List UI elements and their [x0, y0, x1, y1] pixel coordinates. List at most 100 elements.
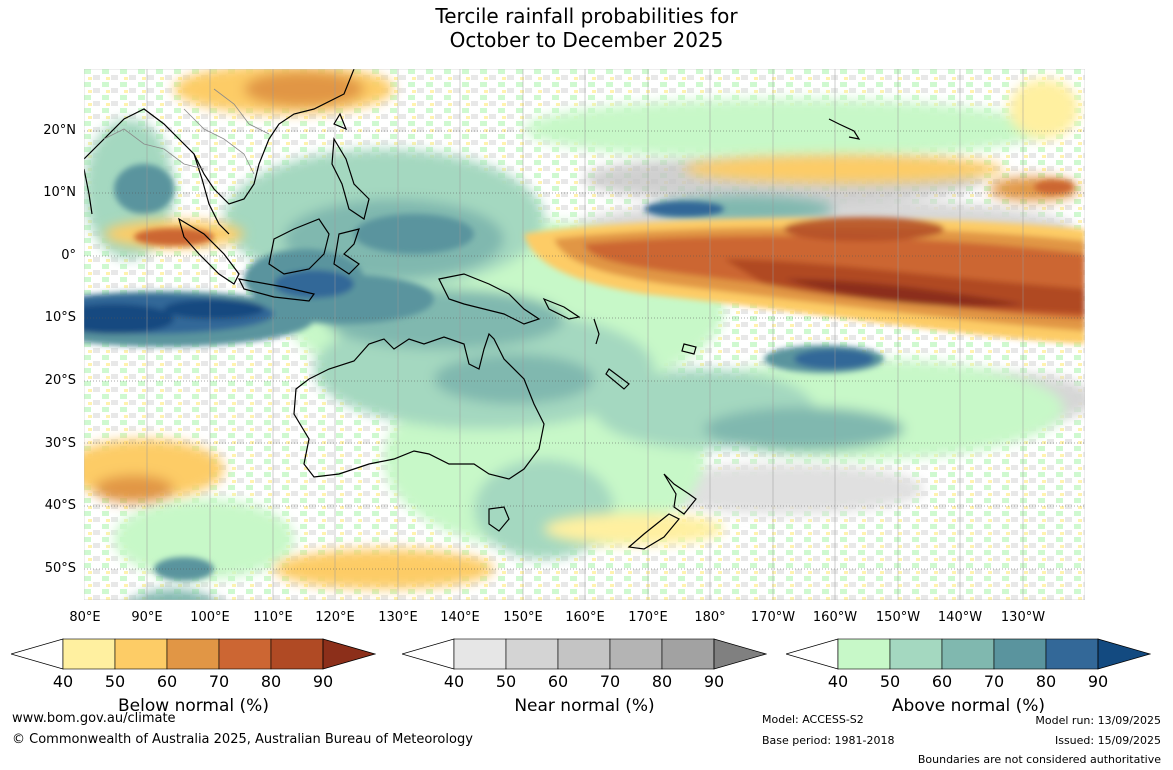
lon-label-130e: 130°E [378, 610, 418, 625]
above-normal-swatch-50 [889, 638, 943, 670]
above-normal-swatch-80 [1045, 638, 1099, 670]
graticule [84, 130, 1085, 570]
near-normal-swatch-40 [453, 638, 507, 670]
lat-label-40s: 40°S [44, 498, 76, 513]
below-normal-swatch-80 [270, 638, 324, 670]
above-normal-swatch-60 [941, 638, 995, 670]
below-normal-upper-extend [322, 638, 376, 670]
near-normal-tick-90: 90 [703, 672, 725, 691]
copyright-text: © Commonwealth of Australia 2025, Austra… [12, 732, 473, 747]
vanuatu-coastline [593, 318, 600, 345]
lon-label-90e: 90°E [131, 610, 163, 625]
below-normal-tick-70: 70 [208, 672, 230, 691]
country-borders [103, 88, 270, 175]
lon-label-170e: 170°E [628, 610, 668, 625]
lon-label-130w: 130°W [1000, 610, 1046, 625]
new-zealand-south-coastline [627, 513, 680, 550]
above-normal-core [84, 164, 884, 581]
website-text: www.bom.gov.au/climate [12, 711, 176, 726]
below-normal-tick-40: 40 [52, 672, 74, 691]
near-normal-upper-extend [713, 638, 767, 670]
lon-label-180: 180° [694, 610, 726, 625]
above-normal-tick-70: 70 [983, 672, 1005, 691]
se-asia-coastline [84, 69, 355, 205]
near-normal-tick-60: 60 [547, 672, 569, 691]
above-normal-swatch-40 [837, 638, 891, 670]
lat-label-50s: 50°S [44, 561, 76, 576]
near-normal-tick-70: 70 [599, 672, 621, 691]
new-zealand-north-coastline [663, 473, 697, 515]
model-run-text: Model run: 13/09/2025 [1035, 714, 1161, 727]
title-line-1: Tercile rainfall probabilities for [435, 4, 738, 28]
below-normal-tick-80: 80 [260, 672, 282, 691]
lon-label-150e: 150°E [503, 610, 543, 625]
near-normal-swatch-80 [661, 638, 715, 670]
lon-label-160e: 160°E [565, 610, 605, 625]
below-normal-lower-extend [11, 638, 64, 670]
tasmania-coastline [488, 506, 510, 532]
near-normal-swatch-60 [557, 638, 611, 670]
above-normal-upper-extend [1097, 638, 1151, 670]
java-coastline [237, 278, 316, 302]
rainfall-probability-map [84, 69, 1085, 600]
malay-peninsula-coastline [193, 153, 230, 235]
lat-label-0: 0° [61, 248, 76, 263]
new-guinea-coastline [438, 273, 541, 325]
lon-label-170w: 170°W [750, 610, 796, 625]
lon-label-160w: 160°W [812, 610, 858, 625]
below-normal-tick-90: 90 [312, 672, 334, 691]
lat-label-10n: 10°N [43, 185, 76, 200]
australia-coastline [293, 332, 545, 480]
lat-label-30s: 30°S [44, 436, 76, 451]
below-normal-swatch-50 [114, 638, 168, 670]
near-normal-colorbar [402, 638, 767, 670]
below-normal-tick-50: 50 [104, 672, 126, 691]
philippines-coastline [331, 137, 370, 220]
issued-text: Issued: 15/09/2025 [1054, 734, 1161, 747]
below-normal-colorbar [11, 638, 376, 670]
lon-label-140e: 140°E [440, 610, 480, 625]
above-normal-tick-60: 60 [931, 672, 953, 691]
india-coastline [84, 168, 93, 215]
disclaimer-text: Boundaries are not considered authoritat… [917, 753, 1161, 766]
near-normal-swatch-70 [609, 638, 663, 670]
lat-label-10s: 10°S [44, 310, 76, 325]
below-normal-legend-title: Below normal (%) [118, 696, 269, 716]
map-title: Tercile rainfall probabilities for Octob… [0, 4, 1173, 52]
below-normal-tick-60: 60 [156, 672, 178, 691]
lon-label-150w: 150°W [875, 610, 921, 625]
above-normal-tick-50: 50 [879, 672, 901, 691]
near-normal-tick-80: 80 [651, 672, 673, 691]
sumatra-coastline [178, 217, 240, 285]
above-normal-tick-90: 90 [1087, 672, 1109, 691]
above-normal-colorbar [786, 638, 1151, 670]
borneo-coastline [268, 218, 330, 275]
lon-label-140w: 140°W [937, 610, 983, 625]
lon-label-120e: 120°E [315, 610, 355, 625]
lon-label-110e: 110°E [253, 610, 293, 625]
new-caledonia-coastline [605, 368, 630, 390]
coastlines [84, 69, 861, 550]
taiwan-coastline [333, 112, 348, 131]
near-normal-tick-40: 40 [443, 672, 465, 691]
near-normal-swatch-50 [505, 638, 559, 670]
graticule-meridians [146, 69, 1024, 600]
above-normal-swatch-70 [993, 638, 1047, 670]
fiji-coastline [681, 343, 697, 355]
near-normal-lower-extend [402, 638, 455, 670]
solomon-islands-coastline [542, 297, 581, 320]
near-normal-tick-50: 50 [495, 672, 517, 691]
lat-label-20s: 20°S [44, 373, 76, 388]
above-normal-legend-title: Above normal (%) [891, 696, 1046, 716]
above-normal-lower-extend [786, 638, 839, 670]
below-normal-swatch-40 [62, 638, 116, 670]
title-line-2: October to December 2025 [449, 28, 724, 52]
base-period-text: Base period: 1981-2018 [762, 734, 895, 747]
sulawesi-coastline [333, 228, 360, 275]
lon-label-80e: 80°E [69, 610, 101, 625]
lat-label-20n: 20°N [43, 123, 76, 138]
near-normal-legend-title: Near normal (%) [514, 696, 655, 716]
above-normal-tick-80: 80 [1035, 672, 1057, 691]
above-normal-tick-40: 40 [827, 672, 849, 691]
below-normal-swatch-60 [166, 638, 220, 670]
